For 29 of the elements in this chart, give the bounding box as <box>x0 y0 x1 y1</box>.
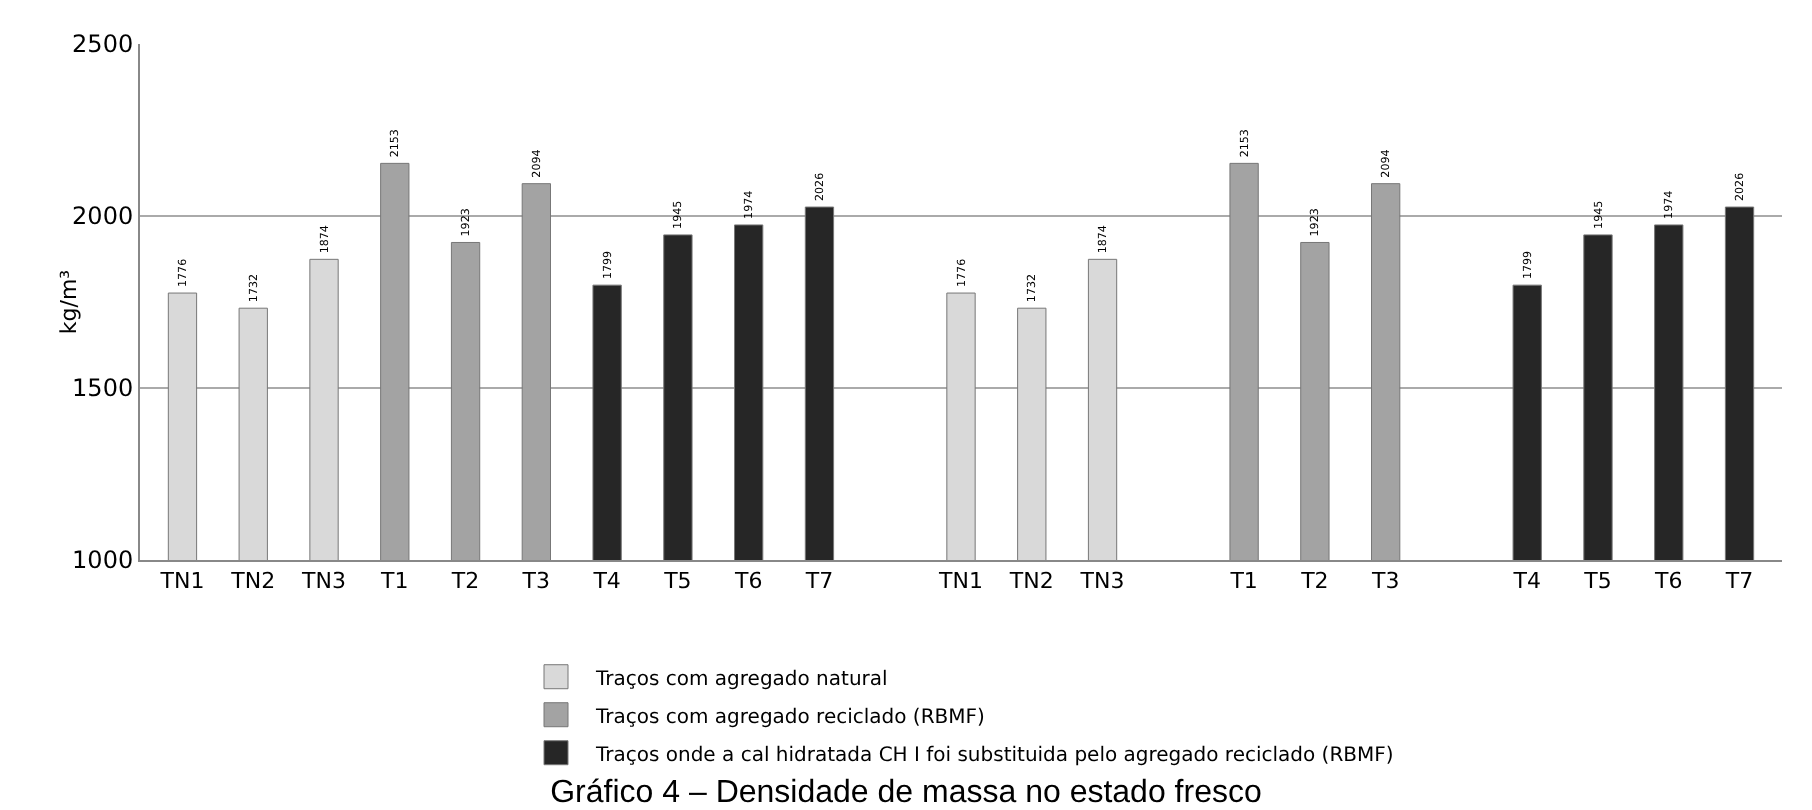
x-tick-label: T2 <box>1299 568 1329 595</box>
y-tick-label: 1500 <box>72 374 134 403</box>
x-tick-label: T6 <box>1653 568 1683 595</box>
x-tick-label: T5 <box>662 568 692 595</box>
x-tick-label: T7 <box>803 568 834 595</box>
x-tick-label: TN2 <box>1007 568 1054 595</box>
x-tick-label: T4 <box>591 568 621 595</box>
legend-label: Traços com agregado reciclado (RBMF) <box>594 706 986 729</box>
x-tick-label: T3 <box>1369 568 1400 595</box>
y-tick-label: 1000 <box>72 546 134 575</box>
x-tick-label: TN1 <box>937 568 983 595</box>
x-tick-label: TN2 <box>229 568 276 595</box>
x-tick-label: T4 <box>1511 568 1541 595</box>
y-tick-label: 2500 <box>72 30 134 59</box>
x-tick-label: T5 <box>1582 568 1612 595</box>
x-tick-label: T2 <box>449 568 480 595</box>
x-tick-label: TN3 <box>1078 568 1125 595</box>
y-tick-label: 2000 <box>72 202 134 231</box>
y-axis-title: kg/m³ <box>56 269 82 335</box>
x-tick-label: TN1 <box>158 568 205 595</box>
legend-label: Traços onde a cal hidratada CH I foi substituida pelo agregado reciclado (RBMF) <box>594 744 1394 767</box>
text: Gráfico 4 – Densidade de massa no estado fresco <box>550 775 1262 810</box>
x-tick-label: TN3 <box>300 568 346 595</box>
x-tick-label: T3 <box>520 568 551 595</box>
x-tick-label: T6 <box>732 568 763 595</box>
x-tick-label: T1 <box>379 568 409 595</box>
legend-label: Traços com agregado natural <box>594 668 888 691</box>
x-tick-label: T7 <box>1723 568 1754 595</box>
x-tick-label: T1 <box>1228 568 1258 595</box>
